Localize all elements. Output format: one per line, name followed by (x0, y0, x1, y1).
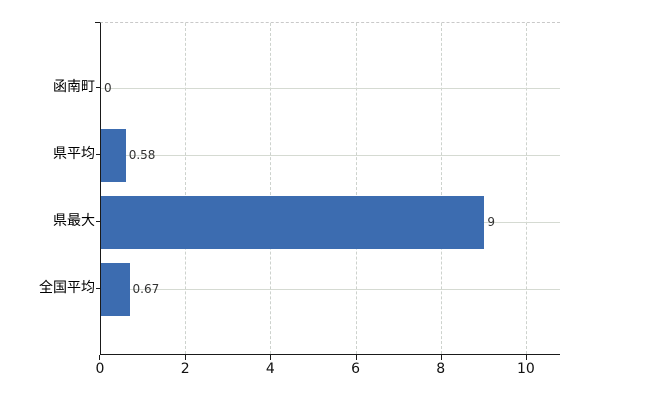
x-tick (440, 355, 442, 360)
gridline-x (355, 23, 357, 354)
category-label: 県平均 (53, 146, 95, 162)
x-tick-label: 2 (180, 361, 190, 377)
bar-value-label: 0.67 (132, 282, 160, 296)
x-tick-label: 0 (95, 361, 105, 377)
bar (101, 128, 126, 182)
x-tick (355, 355, 357, 360)
gridline-x (185, 23, 187, 354)
plot-area: 0 0.58 9 0.67 (100, 22, 560, 355)
x-tick (185, 355, 187, 360)
gridline-y (101, 155, 560, 156)
bar-value-label: 0 (104, 81, 112, 95)
category-label: 県最大 (53, 213, 95, 229)
gridline-x (270, 23, 272, 354)
y-tick (96, 87, 100, 88)
bar-value-label: 9 (487, 215, 495, 229)
category-label: 函南町 (53, 79, 95, 95)
y-axis-cap-tick (95, 22, 100, 23)
y-tick (96, 221, 100, 222)
x-tick-label: 10 (517, 361, 535, 377)
y-tick (96, 288, 100, 289)
bar (101, 195, 485, 249)
gridline-x (440, 23, 442, 354)
x-tick (525, 355, 527, 360)
gridline-y (101, 88, 560, 89)
x-tick (99, 355, 100, 360)
bar-value-label: 0.58 (128, 148, 156, 162)
gridline-x (525, 23, 527, 354)
x-tick (270, 355, 272, 360)
gridline-y (101, 289, 560, 290)
bar (101, 262, 130, 316)
y-tick (96, 154, 100, 155)
x-tick-label: 6 (351, 361, 361, 377)
x-tick-label: 4 (265, 361, 275, 377)
category-label: 全国平均 (39, 280, 95, 296)
x-tick-label: 8 (436, 361, 446, 377)
